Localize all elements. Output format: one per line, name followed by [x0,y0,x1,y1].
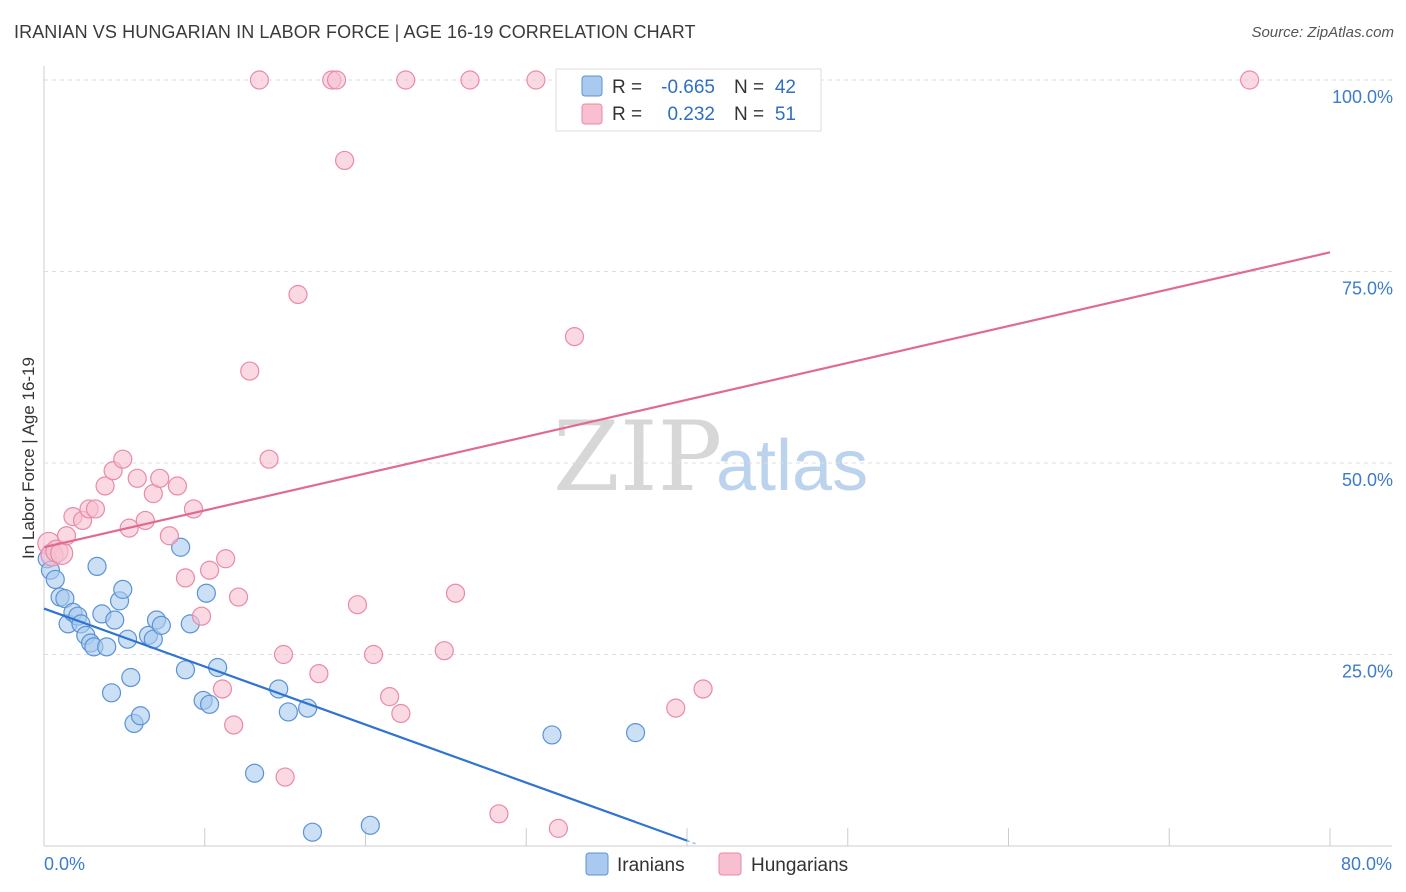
hungarian-point [240,361,260,381]
iranian-point [199,694,220,714]
hungarian-point [95,476,115,496]
iranian-point [97,637,117,657]
iranian-point [105,610,125,630]
iranian-point [171,537,191,557]
hungarian-point [526,70,546,90]
hungarian-point [191,606,212,626]
hungarian-point [127,468,147,488]
legend-n-value-iranians: 42 [775,77,796,98]
iranian-point [542,725,562,745]
legend-r-value-iranians: -0.665 [661,77,715,98]
y-tick-label: 50.0% [1342,470,1393,490]
iranian-point [302,822,323,842]
y-axis-title: In Labor Force | Age 16-19 [19,357,38,559]
y-tick-label: 25.0% [1342,662,1393,682]
series-legend-swatch-hungarians [718,852,742,876]
hungarian-point [347,595,368,615]
legend-swatch-iranians [581,75,603,97]
legend-n-label-hungarians: N = [734,104,764,125]
hungarian-point [564,327,585,347]
hungarian-point [309,664,329,684]
x-ticks [204,828,1331,846]
hungarian-point [666,698,686,718]
legend-r-label-hungarians: R = [612,104,642,125]
hungarian-trend-line [43,251,1331,549]
legend-n-value-hungarians: 51 [775,104,796,125]
iranian-point [196,583,216,603]
y-tick-labels: 25.0% 50.0% 75.0% 100.0% [1332,87,1393,682]
iranian-point [625,723,646,743]
iranian-point [151,615,171,635]
chart-source: Source: ZipAtlas.com [1251,24,1394,41]
iranian-point [121,667,141,688]
hungarian-point [363,644,384,665]
hungarian-point [199,560,220,580]
hungarian-point [396,70,416,90]
hungarian-point [391,703,411,724]
series-legend: Iranians Hungarians [585,852,848,876]
hungarian-point [380,687,400,707]
hungarian-point [445,583,466,603]
iranian-point [244,763,265,783]
hungarian-point [159,526,179,546]
correlation-legend: R = -0.665 N = 42 R = 0.232 N = 51 [555,68,822,132]
iranian-point [130,706,151,726]
hungarian-point [224,715,244,735]
iranian-point [113,579,133,599]
hungarian-point [216,549,236,569]
hungarian-point [259,449,279,469]
hungarian-point [434,641,454,661]
chart-title: IRANIAN VS HUNGARIAN IN LABOR FORCE | AG… [14,22,696,42]
series-legend-swatch-iranians [585,852,609,876]
watermark-atlas: atlas [716,426,868,506]
hungarian-point [150,468,170,488]
watermark-zip: ZIP [553,401,722,513]
hungarian-point [693,679,713,699]
iranian-point [87,556,107,577]
iranian-trend-extension [686,839,697,845]
hungarian-point [175,568,196,588]
hungarian-point [228,587,249,607]
hungarian-point [273,644,294,665]
trend-layer [43,251,1331,845]
hungarian-point [1240,70,1260,90]
iranian-point [360,815,380,835]
iranian-point [101,683,122,703]
hungarian-point [460,70,480,90]
series-legend-label-hungarians: Hungarians [751,855,848,876]
hungarian-point [489,804,509,824]
hungarian-point [113,449,133,469]
hungarian-point [212,679,233,699]
hungarian-point [335,150,355,171]
iranian-trend-line [43,607,688,842]
hungarian-point [275,767,295,787]
y-tick-label: 75.0% [1342,279,1393,299]
legend-r-label-iranians: R = [612,77,642,98]
legend-swatch-hungarians [581,103,603,125]
x-tick-label-min: 0.0% [44,854,85,874]
hungarian-point [135,510,155,531]
series-legend-label-iranians: Iranians [617,855,685,876]
hungarian-point [85,499,106,519]
iranian-point [175,660,196,680]
hungarian-point [326,70,347,90]
legend-n-label-iranians: N = [734,77,764,98]
iranian-point [278,702,298,722]
y-tick-label: 100.0% [1332,87,1393,107]
hungarian-point [288,284,308,305]
hungarian-point [167,476,188,496]
legend-r-value-hungarians: 0.232 [667,104,715,125]
iranian-point [45,569,65,590]
x-tick-label-max: 80.0% [1341,854,1392,874]
iranian-point [298,698,318,718]
hungarian-point [249,70,270,90]
hungarian-point [548,818,569,838]
